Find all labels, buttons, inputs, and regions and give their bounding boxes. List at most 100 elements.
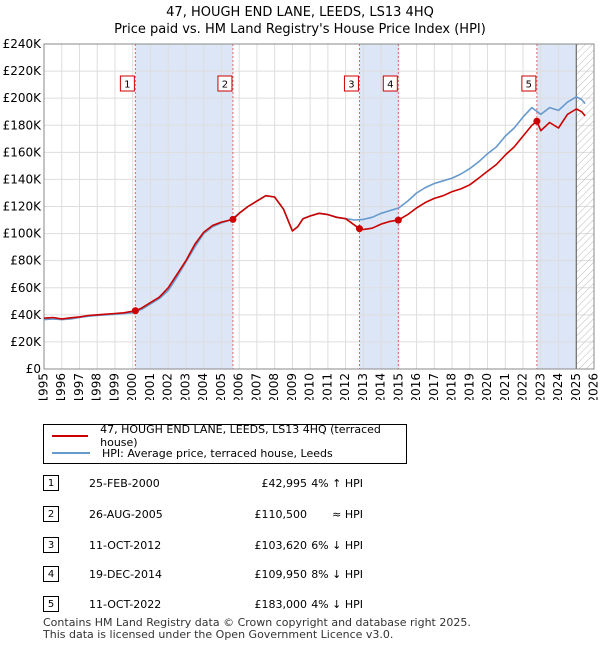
x-tick-label: 2002	[161, 373, 175, 400]
x-tick-label: 2017	[427, 373, 441, 400]
sale-2-marker	[229, 215, 237, 223]
sale-number-badge: 2	[43, 506, 59, 522]
copyright-footer: Contains HM Land Registry data © Crown c…	[43, 617, 471, 641]
x-tick-label: 2005	[214, 373, 228, 400]
legend-label-hpi: HPI: Average price, terraced house, Leed…	[102, 446, 333, 460]
sale-price: £110,500	[254, 508, 308, 521]
footer-line-2: This data is licensed under the Open Gov…	[43, 628, 394, 641]
x-tick-label: 2011	[320, 373, 334, 400]
sale-hpi-comparison: 4% ↑ HPI	[311, 477, 363, 490]
sale-3-marker	[355, 225, 363, 233]
x-tick-label: 2013	[356, 373, 370, 400]
sale-1-label-box	[119, 75, 135, 92]
price-chart: 1 2 3 4 5 £0 £20K £40K £60K £80K £100K £120K £140K £1…	[3, 37, 600, 400]
x-tick-label: 2019	[462, 373, 476, 400]
sale-price: £183,000	[254, 598, 308, 611]
y-tick-label: £140K	[3, 172, 43, 186]
price-paid-line	[43, 108, 586, 320]
legend-swatch-red	[52, 435, 89, 437]
sale-4-label-box	[382, 75, 398, 92]
sale-5-label-box	[521, 75, 537, 92]
y-tick-label: £40K	[10, 308, 42, 322]
table-row: 5 11-OCT-2022 £183,000 4% ↓ HPI	[43, 596, 563, 614]
sale-number-badge: 1	[43, 475, 59, 491]
x-tick-label: 2003	[178, 373, 192, 400]
y-tick-label: £20K	[10, 335, 42, 349]
sale-3-label-box	[343, 75, 359, 92]
x-tick-label: 2025	[569, 373, 583, 400]
sale-hpi-comparison: 6% ↓ HPI	[311, 539, 363, 552]
sale-2-label: 2	[222, 80, 228, 91]
sale-date: 11-OCT-2022	[89, 598, 162, 611]
footer-line-1: Contains HM Land Registry data © Crown c…	[43, 616, 471, 629]
x-tick-label: 1997	[72, 373, 86, 400]
y-tick-label: £240K	[3, 37, 43, 51]
sale-5-label: 5	[526, 80, 532, 91]
chart-subtitle: Price paid vs. HM Land Registry's House …	[114, 22, 486, 37]
y-tick-label: £180K	[3, 118, 43, 132]
sale-2-label-box	[217, 75, 233, 92]
legend-swatch-blue	[52, 452, 90, 454]
x-tick-label: 2008	[267, 373, 281, 400]
x-tick-label: 1998	[90, 373, 104, 400]
plot-frame	[43, 43, 595, 370]
sale-price: £109,950	[254, 568, 308, 581]
legend-item-price-paid: 47, HOUGH END LANE, LEEDS, LS13 4HQ (ter…	[52, 423, 406, 449]
sale-number-badge: 3	[43, 537, 59, 553]
x-tick-label: 2023	[533, 373, 547, 400]
x-tick-label: 2024	[551, 373, 565, 400]
x-tick-label: 1999	[107, 373, 121, 400]
table-row: 4 19-DEC-2014 £109,950 8% ↓ HPI	[43, 566, 563, 584]
table-row: 2 26-AUG-2005 £110,500 ≈ HPI	[43, 506, 563, 524]
x-tick-label: 2004	[196, 373, 210, 400]
x-tick-label: 2016	[409, 373, 423, 400]
legend: 47, HOUGH END LANE, LEEDS, LS13 4HQ (ter…	[43, 423, 407, 464]
x-tick-label: 2015	[391, 373, 405, 400]
sale-date: 11-OCT-2012	[89, 539, 162, 552]
sale-date: 19-DEC-2014	[89, 568, 163, 581]
sale-hpi-comparison: ≈ HPI	[332, 508, 363, 521]
x-tick-label: 2000	[125, 373, 139, 400]
sale-number-badge: 4	[43, 566, 59, 582]
x-tick-label: 2010	[303, 373, 317, 400]
x-tick-label: 2022	[516, 373, 530, 400]
y-tick-label: £100K	[3, 227, 43, 241]
y-tick-label: £200K	[3, 91, 43, 105]
table-row: 3 11-OCT-2012 £103,620 6% ↓ HPI	[43, 537, 563, 555]
sale-4-marker	[394, 216, 402, 224]
x-tick-label: 2014	[374, 373, 388, 400]
chart-title: 47, HOUGH END LANE, LEEDS, LS13 4HQ	[166, 5, 434, 20]
x-tick-label: 2009	[285, 373, 299, 400]
x-tick-label: 2021	[498, 373, 512, 400]
x-tick-label: 2020	[480, 373, 494, 400]
y-tick-label: £60K	[10, 281, 42, 295]
sale-hpi-comparison: 4% ↓ HPI	[311, 598, 363, 611]
x-tick-label: 2012	[338, 373, 352, 400]
x-tick-label: 1996	[54, 373, 68, 400]
future-hatch-region	[576, 44, 594, 369]
x-tick-label: 2001	[143, 373, 157, 400]
y-tick-label: £120K	[3, 200, 43, 214]
table-row: 1 25-FEB-2000 £42,995 4% ↑ HPI	[43, 475, 563, 493]
x-tick-label: 2007	[249, 373, 263, 400]
sale-1-marker	[131, 307, 139, 315]
sale-5-marker	[533, 117, 541, 125]
x-tick-label: 2018	[445, 373, 459, 400]
legend-item-hpi: HPI: Average price, terraced house, Leed…	[52, 445, 333, 461]
x-tick-label: 1995	[37, 373, 51, 400]
sale-hpi-comparison: 8% ↓ HPI	[311, 568, 363, 581]
y-tick-label: £220K	[3, 64, 43, 78]
y-tick-label: £0	[26, 362, 41, 376]
sale-date: 26-AUG-2005	[89, 508, 163, 521]
sale-price: £103,620	[254, 539, 308, 552]
sale-number-badge: 5	[43, 596, 59, 612]
legend-label-price-paid: 47, HOUGH END LANE, LEEDS, LS13 4HQ (ter…	[100, 423, 381, 449]
sale-4-label: 4	[387, 80, 393, 91]
x-tick-label: 2006	[232, 373, 246, 400]
x-tick-label: 2026	[587, 373, 600, 400]
sale-1-label: 1	[124, 80, 130, 91]
y-tick-label: £160K	[3, 145, 43, 159]
sale-date: 25-FEB-2000	[89, 477, 160, 490]
sale-price: £42,995	[261, 477, 308, 490]
sale-3-label: 3	[348, 80, 354, 91]
